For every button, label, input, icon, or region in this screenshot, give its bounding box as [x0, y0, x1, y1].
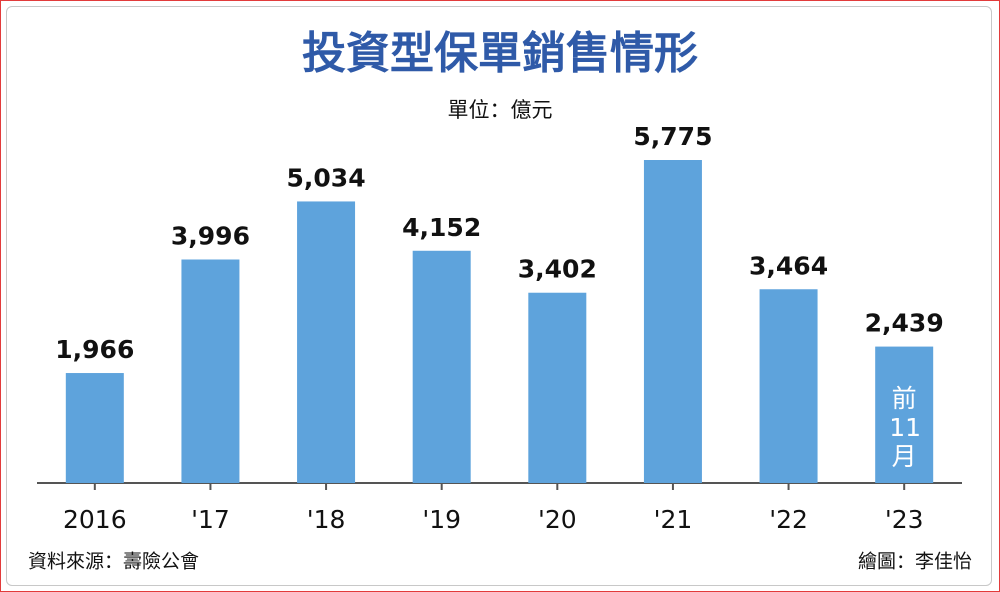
x-tick-label: '20: [538, 505, 577, 534]
bar: [65, 373, 124, 483]
value-label: 1,966: [55, 335, 134, 364]
chart-title: 投資型保單銷售情形: [302, 28, 698, 79]
x-tick-label: '23: [885, 505, 924, 534]
value-label: 5,034: [287, 163, 366, 192]
bar: [759, 289, 818, 483]
annotation: 前11月: [889, 384, 921, 471]
x-tick-label: '18: [307, 505, 346, 534]
value-label: 5,775: [633, 122, 712, 151]
x-tick-label: '17: [191, 505, 230, 534]
value-label: 3,402: [518, 255, 597, 284]
bar: [643, 160, 702, 483]
x-tick-label: 2016: [63, 505, 127, 534]
unit-label: 單位：億元: [448, 98, 553, 122]
x-tick-label: '21: [654, 505, 693, 534]
source: 資料來源：壽險公會: [28, 551, 199, 573]
value-label: 3,464: [749, 251, 828, 280]
x-tick-label: '22: [769, 505, 808, 534]
bar: [297, 201, 356, 483]
bar: [181, 259, 240, 483]
value-label: 2,439: [865, 309, 944, 338]
bar: [528, 292, 587, 483]
x-tick-label: '19: [422, 505, 461, 534]
credit: 繪圖：李佳怡: [858, 551, 972, 573]
value-label: 4,152: [402, 213, 481, 242]
bar: [875, 346, 934, 483]
bar: [412, 250, 471, 483]
inner-frame: [6, 6, 992, 586]
value-label: 3,996: [171, 222, 250, 251]
